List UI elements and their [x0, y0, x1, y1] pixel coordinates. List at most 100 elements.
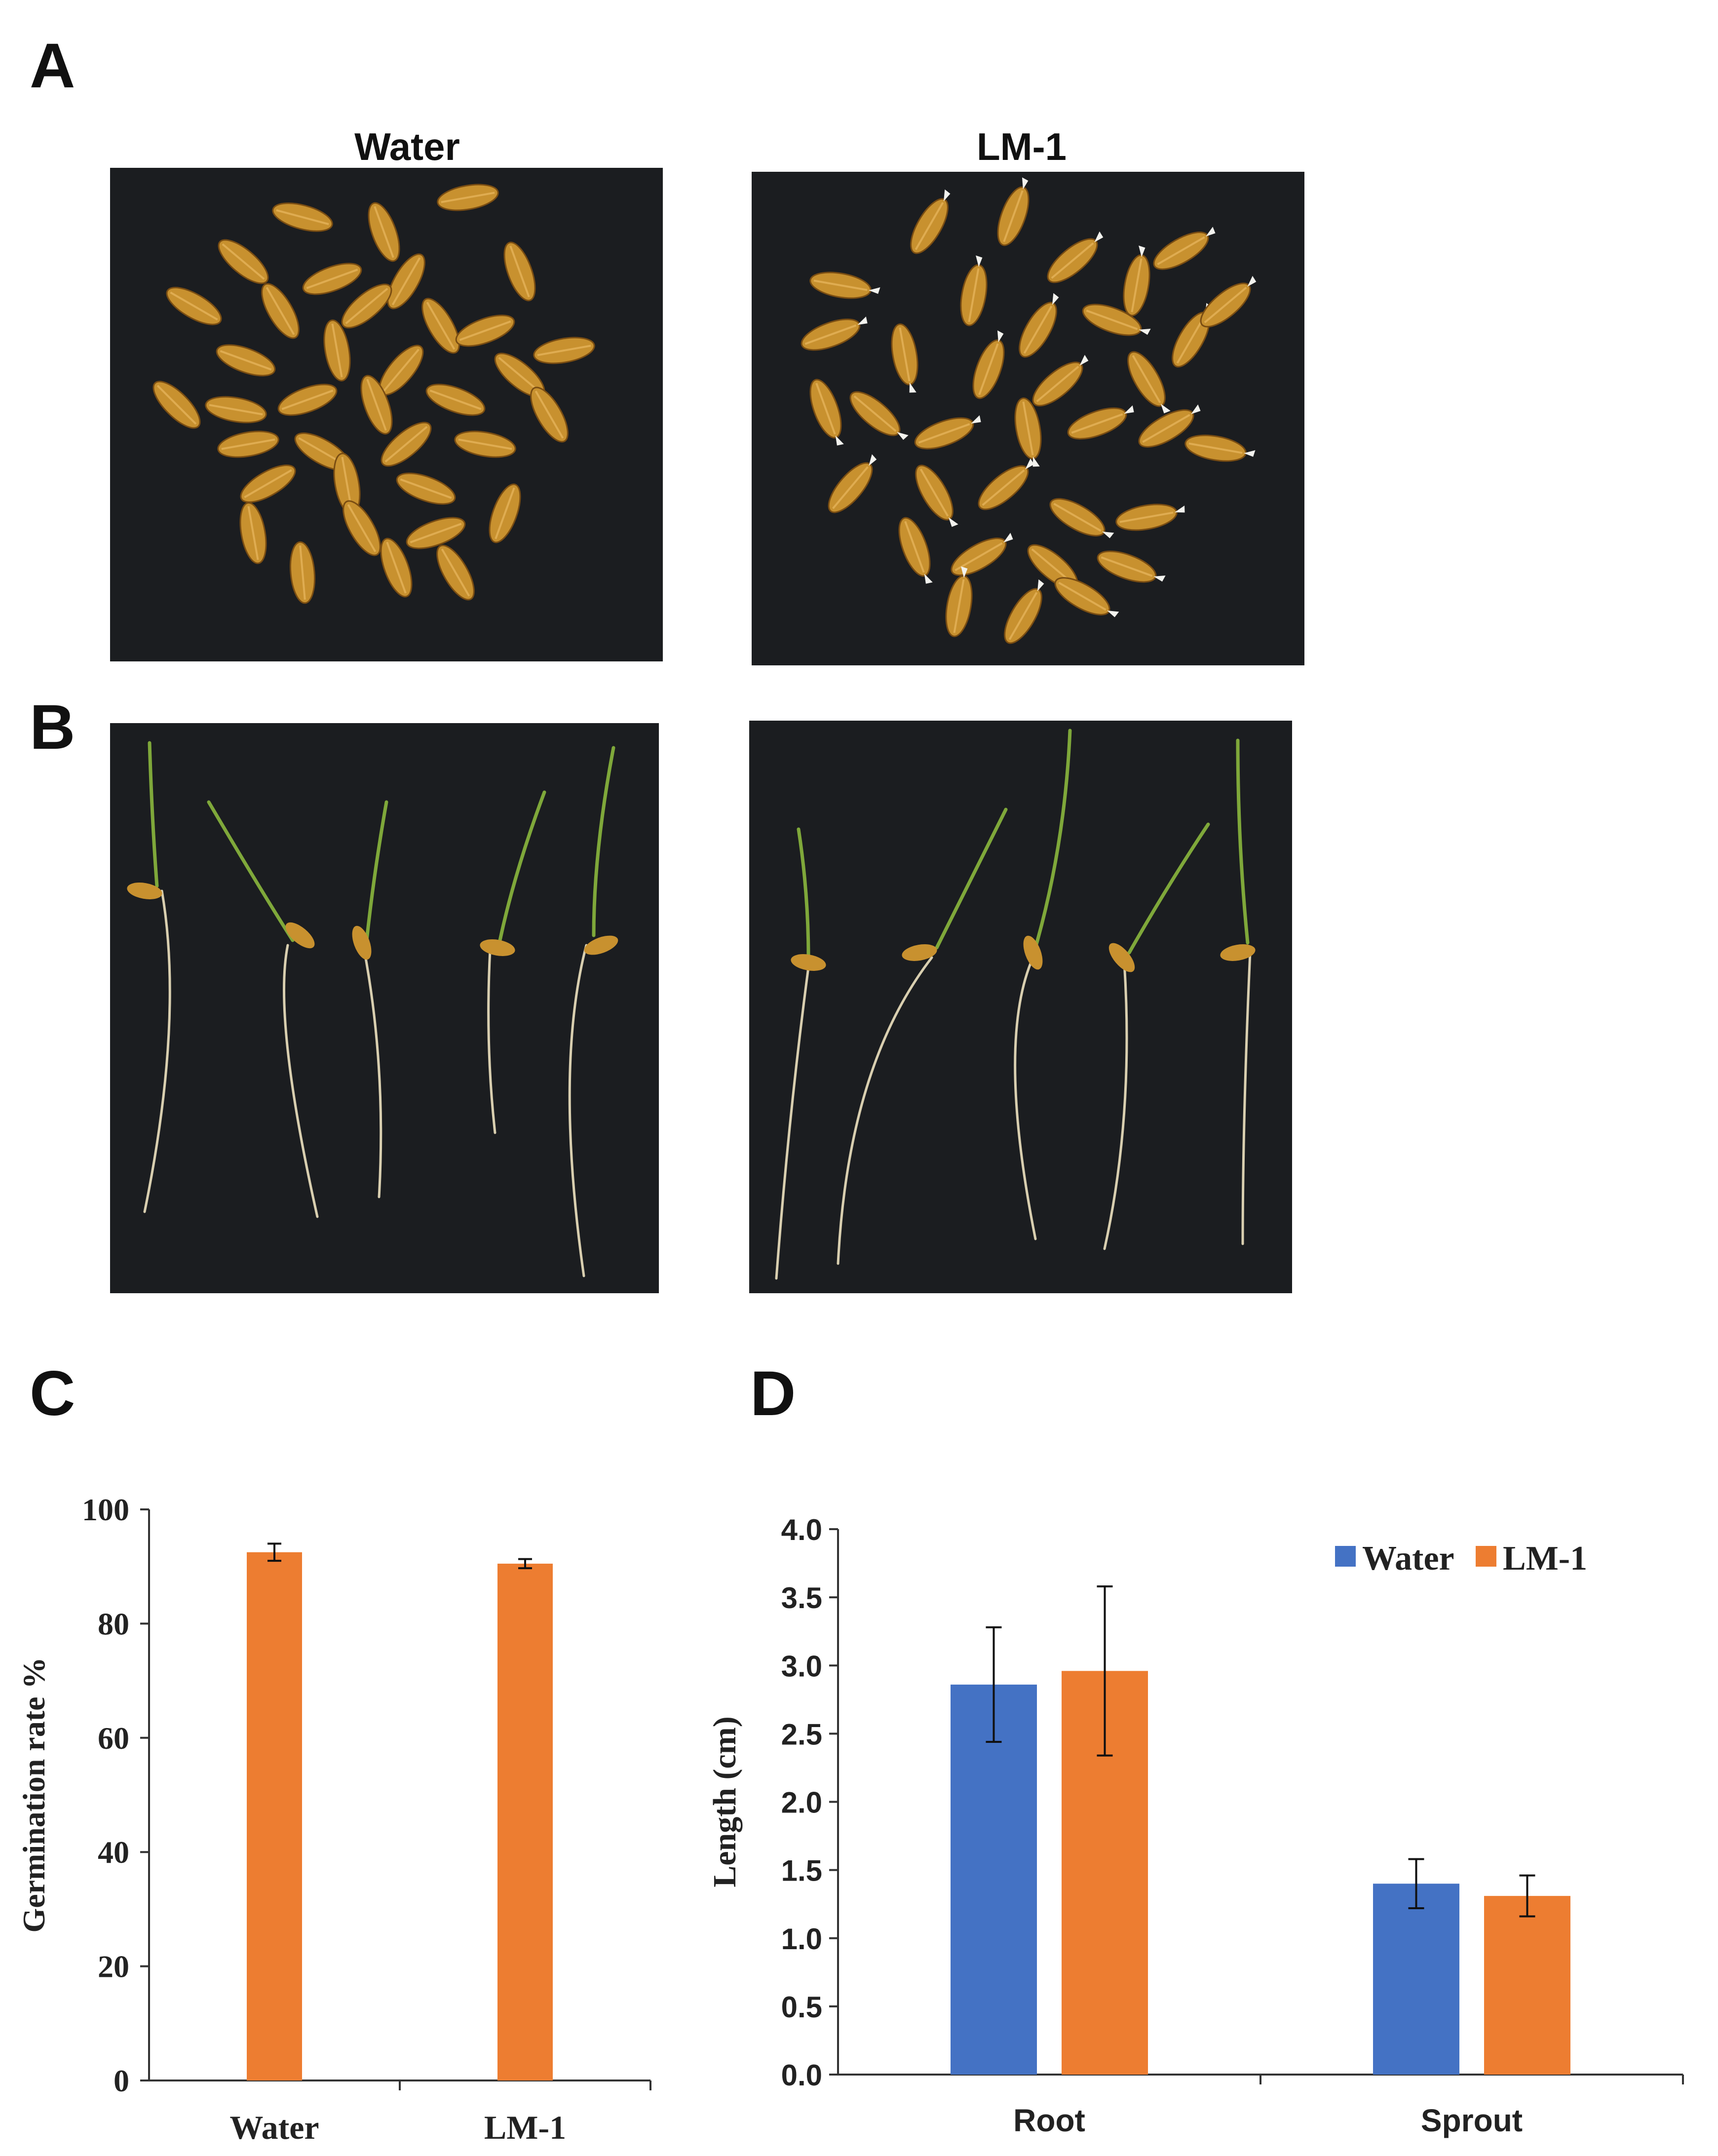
seed	[272, 202, 333, 232]
seed	[1047, 231, 1104, 283]
legend-swatch-water	[1335, 1546, 1356, 1567]
seed	[1127, 351, 1171, 414]
y-tick-label: 40	[98, 1835, 129, 1870]
seed	[368, 202, 400, 262]
seedling	[1103, 822, 1210, 1250]
y-tick-label: 2.5	[781, 1718, 822, 1751]
seedling	[480, 790, 546, 1134]
seed	[360, 375, 393, 435]
seed	[1049, 498, 1114, 539]
y-tick-label: 3.0	[781, 1650, 822, 1683]
seed	[1004, 579, 1044, 644]
seed	[960, 255, 988, 326]
seedling	[568, 746, 618, 1277]
panel-d-letter: D	[750, 1358, 796, 1429]
bar-root-lm-1	[1062, 1671, 1148, 2075]
seed	[997, 177, 1030, 246]
seedling	[352, 800, 388, 1198]
seed	[1115, 503, 1185, 531]
seed	[1014, 397, 1042, 467]
legend-label-lm-1: LM-1	[1503, 1540, 1587, 1578]
seed	[809, 379, 844, 446]
y-tick-label: 1.5	[781, 1854, 822, 1887]
x-tick-label: LM-1	[484, 2109, 566, 2146]
y-axis-label: Length (cm)	[707, 1716, 743, 1887]
panel-a-lm1-label: LM-1	[977, 125, 1067, 168]
bar-lm-1	[497, 1563, 553, 2080]
seed	[1153, 227, 1216, 270]
photo-water-seedlings	[110, 723, 659, 1293]
seed	[915, 464, 958, 527]
panel-a-letter: A	[30, 31, 76, 101]
seed	[455, 314, 515, 347]
y-axis-label: Germination rate %	[16, 1657, 51, 1932]
seed	[945, 566, 973, 637]
seed	[421, 298, 460, 354]
seed	[1138, 404, 1201, 448]
panel-a-water-label: Water	[354, 125, 460, 168]
y-tick-label: 0.5	[781, 1991, 822, 2024]
seedling	[775, 827, 826, 1280]
seed	[1032, 354, 1089, 407]
seed	[951, 533, 1013, 576]
seed	[1184, 434, 1256, 462]
seed	[406, 517, 466, 549]
seed	[891, 323, 918, 393]
seed	[341, 283, 392, 329]
seed	[205, 396, 267, 424]
seed	[436, 544, 475, 601]
seed	[1123, 245, 1150, 316]
y-tick-label: 0.0	[781, 2059, 822, 2092]
seed	[898, 517, 933, 584]
seedling	[207, 800, 319, 1218]
seed	[910, 189, 951, 254]
photo-water-seeds	[110, 168, 663, 661]
bar-root-water	[951, 1684, 1037, 2075]
y-tick-label: 2.0	[781, 1786, 822, 1819]
seed	[1067, 405, 1134, 440]
y-tick-label: 4.0	[781, 1513, 822, 1546]
seed	[1019, 293, 1059, 358]
seed	[828, 454, 877, 513]
seed	[218, 239, 269, 284]
seedling	[1014, 729, 1072, 1240]
seed	[302, 263, 362, 295]
bar-sprout-lm-1	[1484, 1896, 1570, 2075]
bar-water	[247, 1552, 302, 2080]
seed	[380, 538, 413, 598]
seed	[489, 483, 521, 543]
seed	[503, 241, 536, 302]
seed	[153, 381, 201, 429]
seed	[849, 391, 909, 440]
seedling	[837, 808, 1008, 1265]
seed	[972, 330, 1005, 399]
seed	[454, 430, 516, 458]
photo-lm1-seedlings	[749, 721, 1292, 1293]
bar-sprout-water	[1373, 1884, 1459, 2075]
photo-lm1-seeds	[752, 172, 1304, 665]
legend-swatch-lm-1	[1476, 1546, 1496, 1567]
legend-label-water: Water	[1362, 1540, 1454, 1578]
seed	[914, 415, 981, 450]
seed	[425, 384, 486, 416]
seedling	[1220, 738, 1256, 1245]
seed	[261, 283, 300, 339]
seed	[289, 541, 316, 604]
x-tick-label: Sprout	[1421, 2103, 1523, 2138]
panel-c-letter: C	[30, 1358, 76, 1429]
seed	[240, 464, 296, 503]
seed	[530, 386, 569, 443]
seed	[387, 253, 425, 309]
seed	[381, 422, 432, 467]
seed	[801, 316, 868, 351]
seed	[437, 184, 499, 211]
seed	[1097, 550, 1166, 583]
seed	[323, 319, 351, 382]
y-tick-label: 20	[98, 1949, 129, 1984]
seedling	[127, 741, 171, 1213]
seed	[277, 384, 338, 416]
y-tick-label: 0	[114, 2063, 129, 2098]
seed	[217, 430, 279, 458]
seed	[533, 337, 595, 364]
seed	[396, 472, 456, 505]
